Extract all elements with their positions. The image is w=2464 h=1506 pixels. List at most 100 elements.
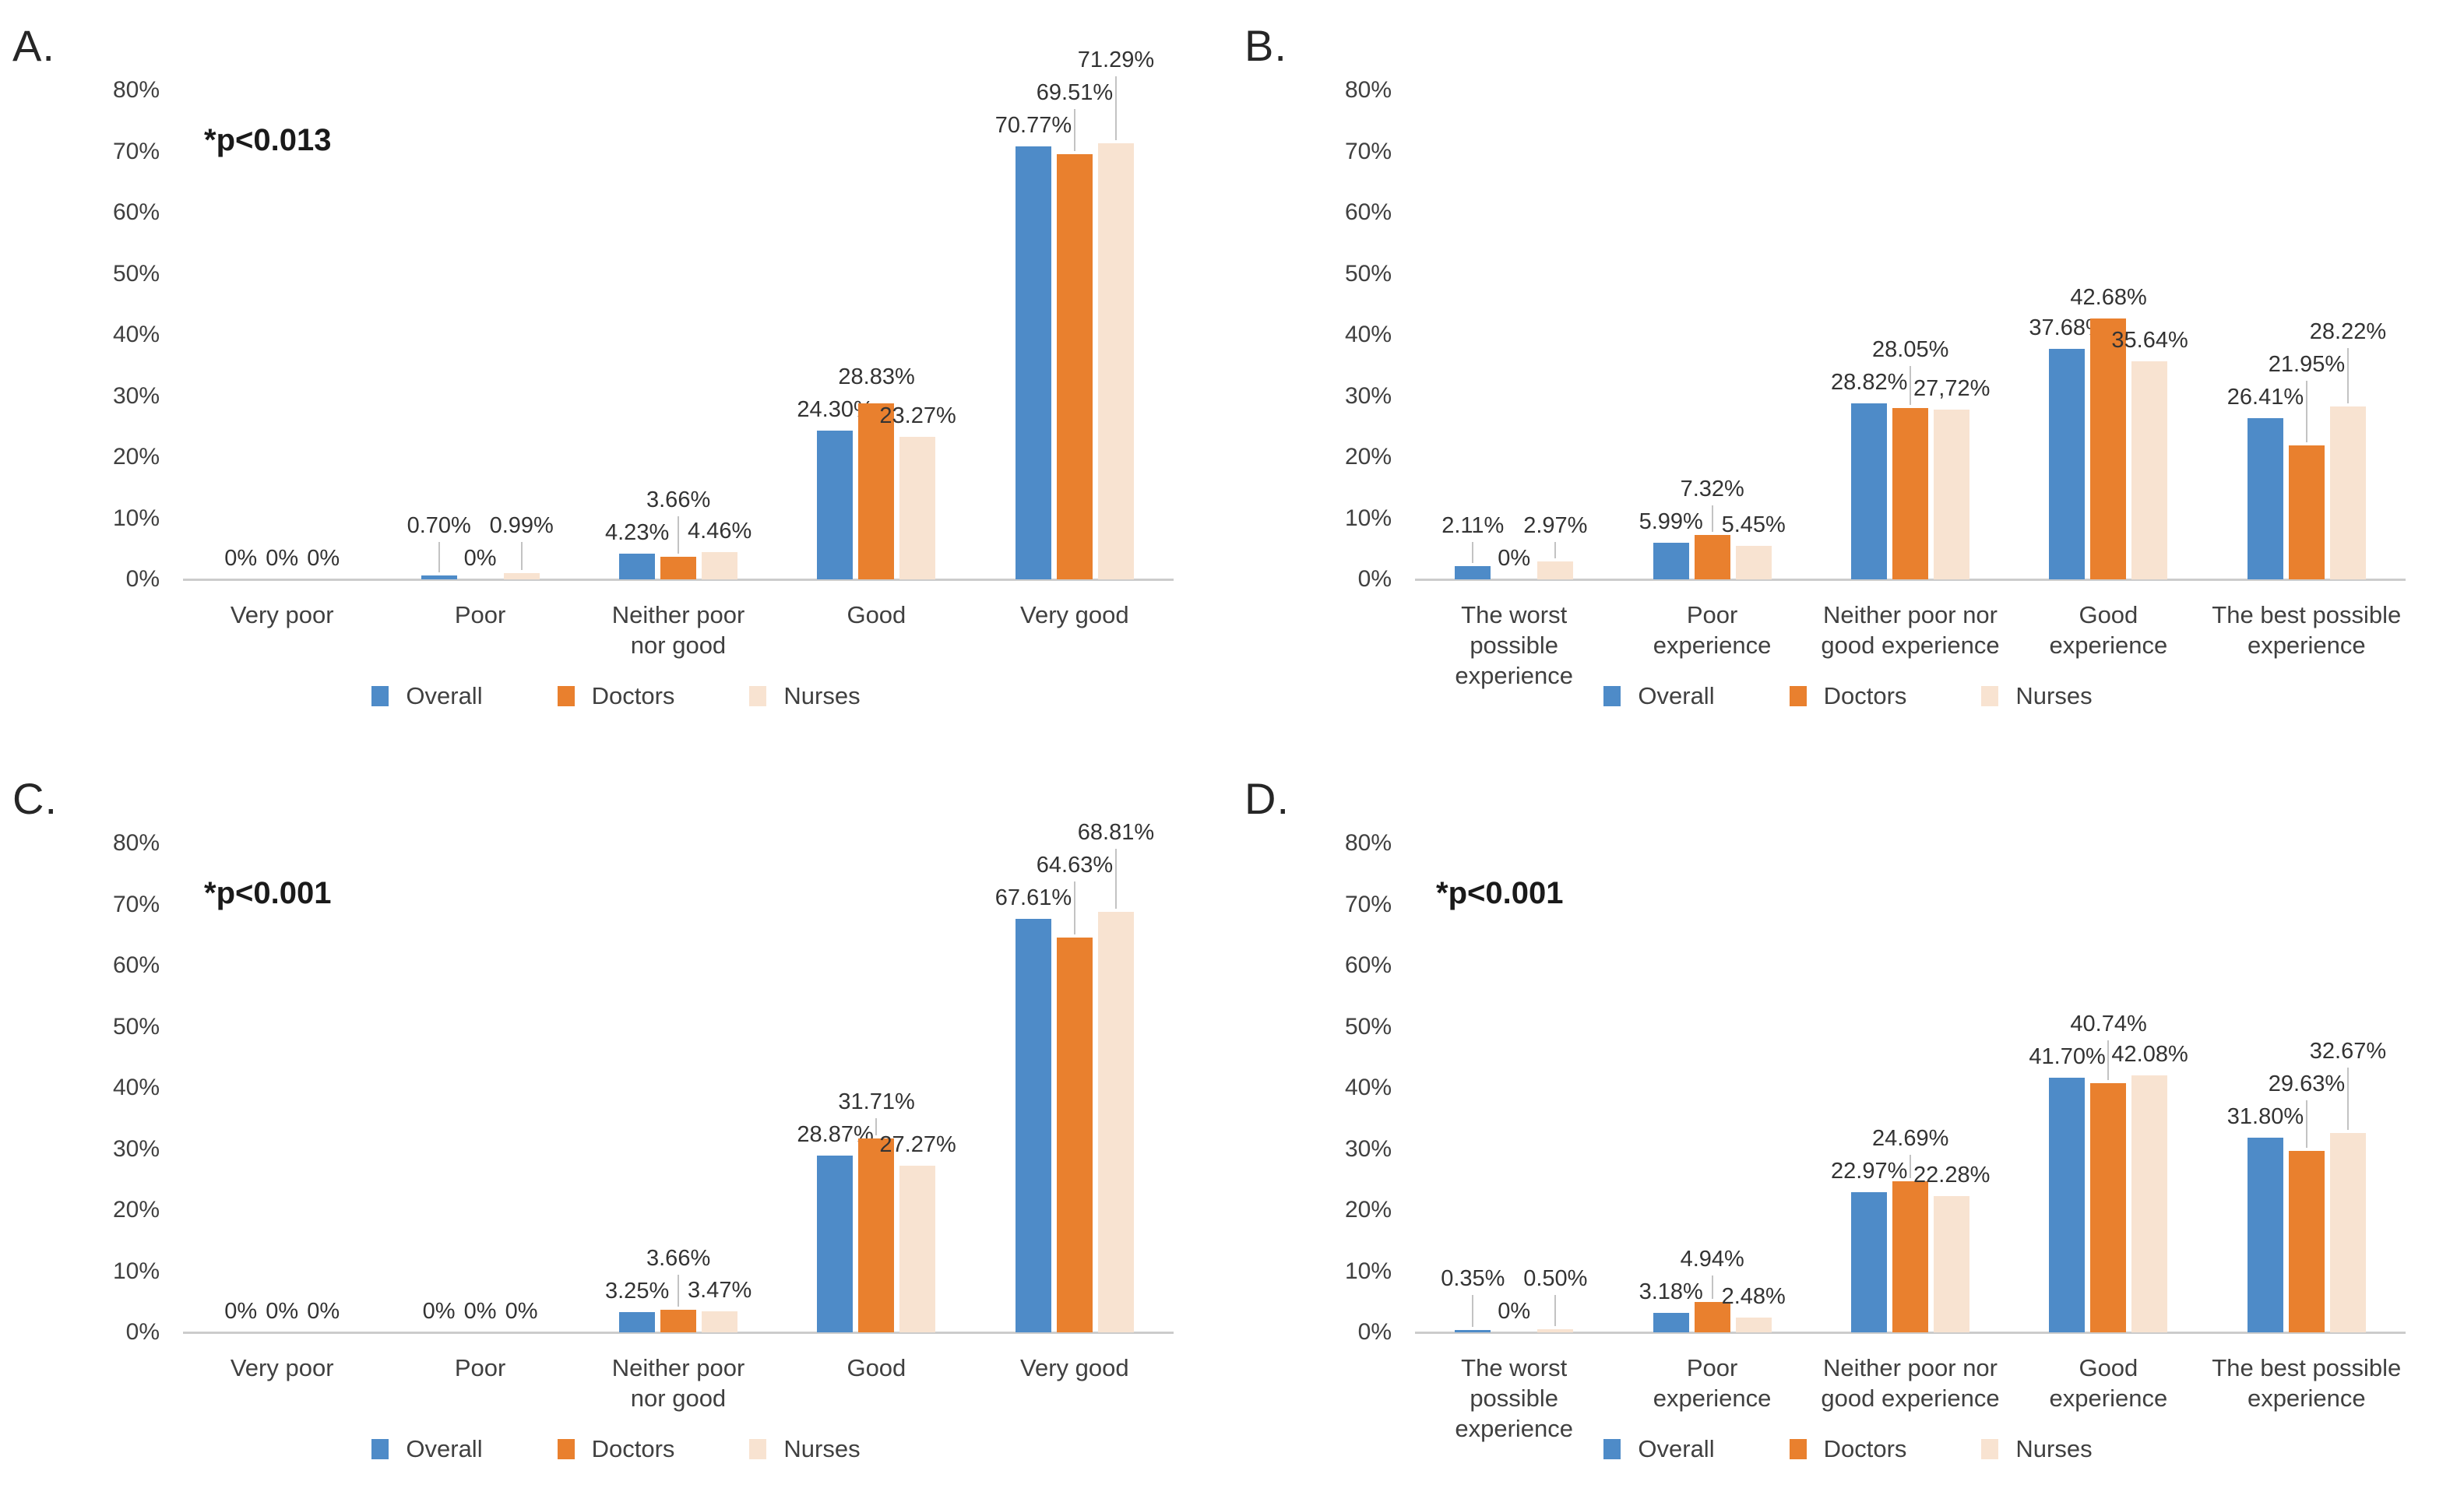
value-label-overall-4: 70.77% <box>994 113 1072 139</box>
x-category-label-0: The worst possible experience <box>1415 1353 1613 1444</box>
legend-label-overall: Overall <box>406 1435 483 1462</box>
x-category-label-line: Poor <box>1686 601 1738 628</box>
y-axis-tick-label: 50% <box>112 260 160 287</box>
legend-label-nurses: Nurses <box>783 682 861 709</box>
legend: Overall Doctors Nurses <box>1232 1435 2464 1463</box>
chart-panel-d: D. *p<0.001 0% 10% 20% 30% 40% 50% 60% 70% 80% 0.35… <box>1232 753 2464 1506</box>
x-category-label-1: Poor experience <box>1613 600 1811 660</box>
legend-item-nurses: Nurses <box>1981 1435 2093 1463</box>
x-category-label-line: Poor <box>454 1354 506 1381</box>
legend-marker-nurses-icon <box>1981 1439 1999 1459</box>
y-axis-tick-label: 10% <box>112 1258 160 1284</box>
y-axis-tick-label: 10% <box>1344 1258 1392 1284</box>
x-category-label-line: Neither poor <box>611 1354 745 1381</box>
bar-nurses-3 <box>899 1165 936 1332</box>
y-axis-tick-label: 0% <box>125 1319 160 1345</box>
x-category-label-line: Very poor <box>230 1354 334 1381</box>
label-leader-line <box>1910 365 1911 405</box>
x-category-label-line: Poor <box>1686 1354 1738 1381</box>
x-category-label-4: The best possible experience <box>2208 600 2406 660</box>
value-label-nurses-0: 0% <box>307 546 340 571</box>
x-category-label-line: experience <box>2049 632 2168 659</box>
bar-doctors-4 <box>2288 1151 2325 1332</box>
label-leader-line <box>2107 1040 2110 1081</box>
value-label-doctors-3: 28.83% <box>838 364 915 390</box>
bar-nurses-0 <box>1537 561 1574 579</box>
label-leader-line <box>2346 347 2349 404</box>
label-leader-line <box>2346 1068 2349 1130</box>
x-category-label-line: The best possible <box>2212 601 2402 628</box>
bar-overall-1 <box>1653 542 1689 579</box>
value-label-doctors-3: 42.68% <box>2070 284 2147 310</box>
legend-label-doctors: Doctors <box>591 1435 675 1462</box>
bar-overall-2 <box>1851 403 1887 579</box>
legend-marker-doctors-icon <box>557 1439 575 1459</box>
value-label-doctors-4: 69.51% <box>1036 80 1114 106</box>
y-axis-tick-label: 0% <box>1357 566 1392 592</box>
label-leader-line <box>1472 542 1474 564</box>
x-category-label-2: Neither poor nor good <box>579 600 777 660</box>
bar-nurses-4 <box>1097 143 1134 579</box>
legend-label-overall: Overall <box>1638 682 1715 709</box>
value-label-nurses-0: 0.50% <box>1523 1266 1588 1291</box>
panel-letter-a: A. <box>12 21 55 70</box>
legend-label-overall: Overall <box>406 682 483 709</box>
x-category-label-line: experience <box>1455 662 1574 689</box>
bar-doctors-2 <box>1892 1181 1928 1332</box>
y-axis-tick-label: 80% <box>112 77 160 103</box>
bar-doctors-3 <box>858 403 895 579</box>
y-axis-tick-label: 70% <box>112 891 160 917</box>
x-category-label-2: Neither poor nor good experience <box>1811 600 2009 660</box>
x-category-label-0: Very poor <box>183 1353 381 1383</box>
label-leader-line <box>1554 542 1557 558</box>
legend: Overall Doctors Nurses <box>0 1435 1232 1463</box>
label-leader-line <box>2305 380 2307 442</box>
bar-nurses-1 <box>1735 546 1772 579</box>
bar-overall-4 <box>2247 417 2283 579</box>
bar-doctors-1 <box>1694 534 1730 579</box>
legend-item-overall: Overall <box>371 1435 483 1463</box>
bar-doctors-3 <box>2090 318 2127 579</box>
value-label-doctors-3: 31.71% <box>838 1089 915 1115</box>
value-label-overall-2: 3.25% <box>605 1279 670 1304</box>
x-category-label-line: Poor <box>454 601 506 628</box>
y-axis-tick-label: 30% <box>112 1135 160 1162</box>
legend-item-overall: Overall <box>371 682 483 710</box>
value-label-doctors-2: 24.69% <box>1872 1125 1949 1151</box>
p-value-annotation: *p<0.013 <box>204 123 332 157</box>
x-category-label-line: Good <box>2079 1354 2138 1381</box>
x-category-label-line: Very good <box>1019 601 1129 628</box>
value-label-doctors-2: 3.66% <box>646 1246 711 1272</box>
value-label-nurses-4: 68.81% <box>1077 820 1155 846</box>
y-axis-tick-label: 20% <box>112 1197 160 1223</box>
label-leader-line <box>1073 881 1075 934</box>
x-category-label-line: experience <box>1653 1385 1772 1412</box>
legend-marker-overall-icon <box>1603 1439 1621 1459</box>
x-category-label-line: experience <box>2247 1385 2366 1412</box>
panel-letter-c: C. <box>12 774 58 823</box>
bar-nurses-3 <box>2131 361 2168 579</box>
legend-label-nurses: Nurses <box>2015 682 2093 709</box>
x-category-label-0: The worst possible experience <box>1415 600 1613 691</box>
legend-marker-overall-icon <box>371 686 389 706</box>
y-axis-tick-label: 10% <box>112 505 160 531</box>
p-value-annotation: *p<0.001 <box>1436 876 1564 910</box>
y-axis-tick-label: 60% <box>112 952 160 978</box>
value-label-doctors-2: 3.66% <box>646 487 711 512</box>
label-leader-line <box>1910 1154 1911 1179</box>
legend-item-doctors: Doctors <box>1789 682 1906 710</box>
x-category-label-3: Good <box>777 600 975 630</box>
chart-panel-c: C. *p<0.001 0% 10% 20% 30% 40% 50% 60% 70% 80% 0% 0%… <box>0 753 1232 1506</box>
value-label-overall-0: 0.35% <box>1441 1266 1505 1291</box>
legend-item-overall: Overall <box>1603 1435 1715 1463</box>
value-label-overall-4: 26.41% <box>2226 384 2304 410</box>
y-axis-tick-label: 10% <box>1344 505 1392 531</box>
value-label-overall-2: 28.82% <box>1831 369 1908 395</box>
value-label-nurses-3: 23.27% <box>879 403 956 429</box>
bar-doctors-4 <box>1056 937 1093 1332</box>
panel-letter-d: D. <box>1244 774 1290 823</box>
bar-doctors-3 <box>2090 1083 2127 1332</box>
x-category-label-3: Good <box>777 1353 975 1383</box>
value-label-overall-2: 4.23% <box>605 519 670 545</box>
y-axis-tick-label: 70% <box>1344 138 1392 164</box>
